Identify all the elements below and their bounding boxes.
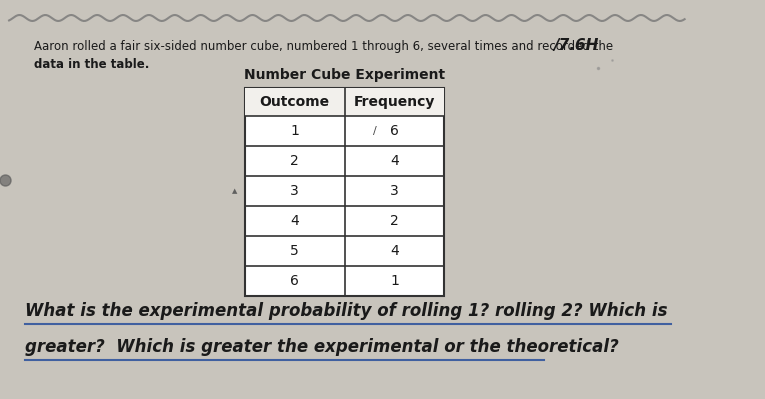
- Text: Aaron rolled a fair six-sided number cube, numbered 1 through 6, several times a: Aaron rolled a fair six-sided number cub…: [34, 40, 614, 53]
- Text: 3: 3: [390, 184, 399, 198]
- Text: 4: 4: [291, 214, 299, 228]
- Text: 1: 1: [290, 124, 299, 138]
- Text: 3: 3: [291, 184, 299, 198]
- Text: 6: 6: [390, 124, 399, 138]
- Bar: [245, 88, 444, 296]
- Text: 5: 5: [291, 244, 299, 258]
- Text: 2: 2: [390, 214, 399, 228]
- Text: 6: 6: [290, 274, 299, 288]
- Text: What is the experimental probability of rolling 1? rolling 2? Which is: What is the experimental probability of …: [25, 302, 668, 320]
- Text: 1: 1: [390, 274, 399, 288]
- Text: 4: 4: [390, 244, 399, 258]
- Text: ▲: ▲: [233, 188, 238, 194]
- Text: Frequency: Frequency: [353, 95, 435, 109]
- Text: Outcome: Outcome: [259, 95, 330, 109]
- Text: greater?  Which is greater the experimental or the theoretical?: greater? Which is greater the experiment…: [25, 338, 619, 356]
- Bar: [245, 88, 444, 116]
- Text: data in the table.: data in the table.: [34, 58, 150, 71]
- Text: /7.6H: /7.6H: [553, 38, 598, 53]
- Text: /: /: [373, 126, 376, 136]
- Text: Number Cube Experiment: Number Cube Experiment: [244, 68, 445, 82]
- Text: 2: 2: [291, 154, 299, 168]
- Text: 4: 4: [390, 154, 399, 168]
